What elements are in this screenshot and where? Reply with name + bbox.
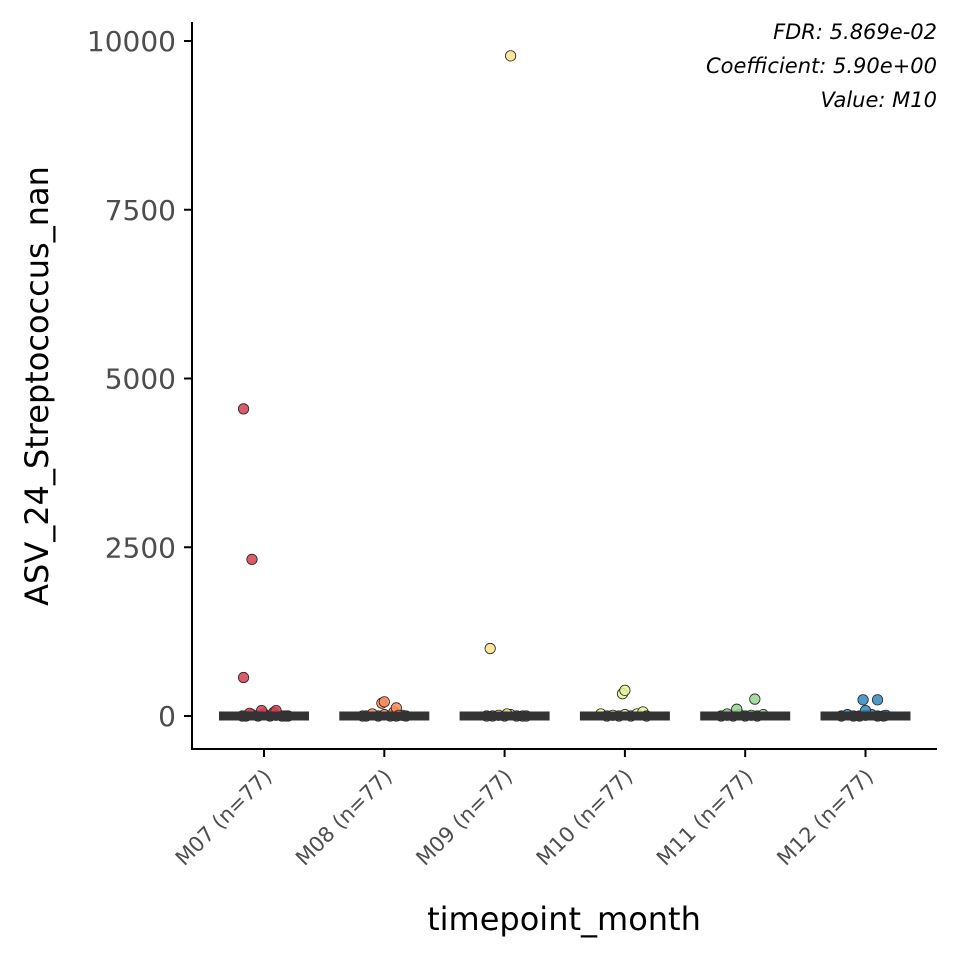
- x-tick-label: M10 (n=77): [532, 765, 638, 871]
- x-ticks: M07 (n=77) M08 (n=77) M09 (n=77) M10 (n=77)…: [171, 749, 878, 870]
- x-tick-label: M08 (n=77): [291, 765, 397, 871]
- data-point: [505, 50, 517, 62]
- y-ticks: 0 2500 5000 7500 10000: [87, 25, 192, 733]
- data-point: [484, 642, 496, 655]
- annotation-coefficient: Coefficient: 5.90e+00: [706, 54, 937, 78]
- data-point: [246, 553, 258, 566]
- x-axis-title: timepoint_month: [427, 900, 701, 938]
- x-tick-label: M11 (n=77): [652, 765, 758, 871]
- y-axis-title: ASV_24_Streptococcus_nan: [18, 166, 56, 606]
- y-tick-label: 10000: [87, 25, 176, 58]
- annotation-fdr: FDR: 5.869e-02: [773, 20, 937, 44]
- y-tick-label: 2500: [105, 531, 176, 564]
- annotation-value: Value: M10: [820, 88, 937, 112]
- x-tick-label: M12 (n=77): [772, 765, 878, 871]
- data-point: [857, 694, 869, 706]
- y-tick-label: 5000: [105, 363, 176, 396]
- data-point: [749, 693, 761, 705]
- data-point: [871, 694, 884, 706]
- y-tick-label: 7500: [105, 194, 176, 227]
- data-point: [237, 403, 250, 415]
- data-point: [237, 671, 250, 684]
- data-point: [378, 696, 390, 708]
- data-points: [236, 50, 892, 722]
- data-point: [619, 684, 631, 696]
- x-tick-label: M09 (n=77): [411, 765, 517, 871]
- y-tick-label: 0: [158, 700, 176, 733]
- x-tick-label: M07 (n=77): [171, 765, 277, 871]
